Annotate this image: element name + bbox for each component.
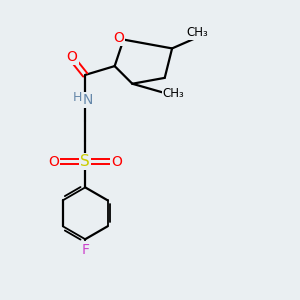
Text: O: O [111,155,122,169]
Text: CH₃: CH₃ [186,26,208,39]
Text: N: N [83,93,93,107]
Text: O: O [113,31,124,45]
Text: O: O [48,155,59,169]
Text: CH₃: CH₃ [163,87,184,100]
Text: O: O [67,50,77,64]
Text: S: S [80,154,90,169]
Text: H: H [72,92,82,104]
Text: F: F [81,243,89,257]
